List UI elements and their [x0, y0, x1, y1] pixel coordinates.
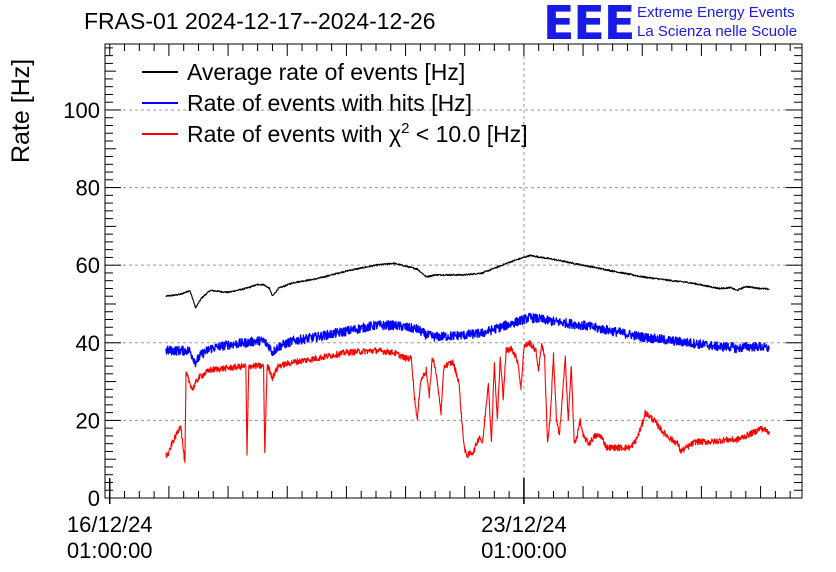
chart-title: FRAS-01 2024-12-17--2024-12-26 [84, 8, 436, 34]
legend-label: Rate of events with hits [Hz] [187, 90, 472, 116]
legend-label: Average rate of events [Hz] [187, 59, 465, 85]
y-tick-label: 40 [76, 331, 100, 356]
series-line-1 [165, 254, 770, 309]
y-tick-label: 60 [76, 253, 100, 278]
y-tick-label: 0 [88, 486, 100, 511]
logo-line-2: La Scienza nelle Scuole [637, 23, 798, 40]
x-tick-label-time: 01:00:00 [67, 538, 153, 563]
logo-caption: Extreme Energy Events La Scienza nelle S… [637, 3, 797, 41]
series-layer [165, 254, 770, 464]
x-tick-label: 16/12/24 [67, 512, 153, 537]
series-line-3 [165, 339, 770, 464]
series-line-2 [165, 312, 770, 368]
eee-logo: EEE [543, 0, 635, 50]
axes: 02040608010016/12/2401:00:0023/12/2401:0… [63, 44, 802, 563]
plot-frame [104, 43, 803, 499]
x-tick-label-time: 01:00:00 [481, 538, 567, 563]
legend-label: Rate of events with χ2 < 10.0 [Hz] [187, 120, 528, 147]
y-tick-label: 20 [76, 408, 100, 433]
x-tick-label: 23/12/24 [481, 512, 567, 537]
y-axis-label: Rate [Hz] [7, 59, 35, 163]
y-tick-label: 80 [76, 176, 100, 201]
legend: Average rate of events [Hz] Rate of event… [142, 59, 528, 147]
y-tick-label: 100 [63, 98, 100, 123]
logo-line-1: Extreme Energy Events [637, 4, 795, 21]
